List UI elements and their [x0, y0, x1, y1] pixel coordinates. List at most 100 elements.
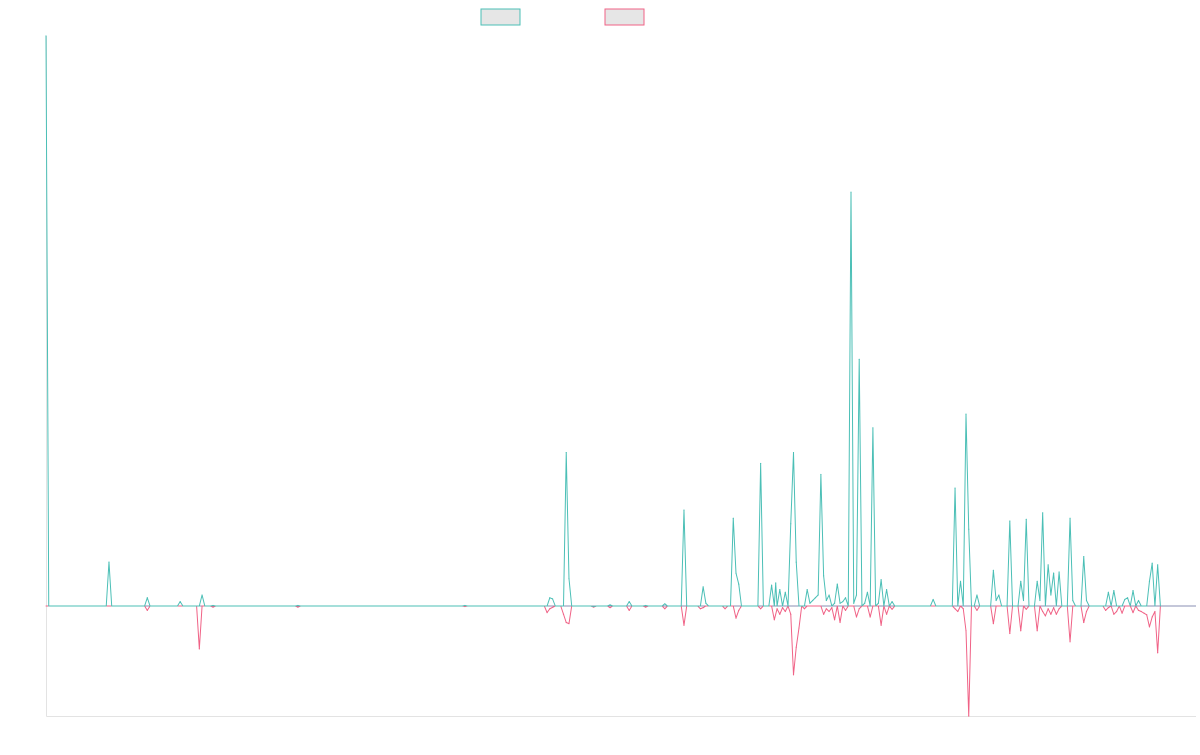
data-point-b[interactable]	[891, 608, 893, 610]
data-point-b[interactable]	[1132, 612, 1134, 614]
data-point-b[interactable]	[562, 613, 565, 615]
data-point-b[interactable]	[664, 608, 666, 610]
data-point-b[interactable]	[568, 623, 570, 625]
data-point-a[interactable]	[823, 575, 825, 577]
data-point-a[interactable]	[683, 509, 685, 511]
data-point-a[interactable]	[795, 561, 797, 563]
data-point-a[interactable]	[1083, 556, 1085, 558]
data-point-b[interactable]	[1053, 607, 1055, 609]
data-point-b[interactable]	[1047, 608, 1049, 610]
data-point-a[interactable]	[792, 451, 795, 454]
data-point-a[interactable]	[551, 598, 554, 600]
data-point-a[interactable]	[872, 427, 874, 429]
data-point-a[interactable]	[771, 584, 773, 586]
data-point-b[interactable]	[1020, 630, 1022, 632]
data-point-a[interactable]	[179, 601, 181, 603]
data-point-a[interactable]	[1148, 580, 1151, 582]
data-point-b[interactable]	[825, 608, 827, 610]
data-point-b[interactable]	[839, 621, 841, 624]
data-point-b[interactable]	[1025, 608, 1027, 610]
data-point-a[interactable]	[1022, 599, 1025, 602]
data-point-a[interactable]	[609, 604, 611, 606]
data-point-a[interactable]	[549, 597, 551, 599]
data-point-a[interactable]	[201, 594, 203, 596]
data-point-b[interactable]	[464, 605, 466, 608]
data-point-b[interactable]	[1107, 607, 1109, 609]
data-point-a[interactable]	[45, 35, 47, 37]
data-point-a[interactable]	[1157, 564, 1159, 566]
data-point-b[interactable]	[1116, 610, 1118, 613]
data-point-a[interactable]	[880, 579, 882, 581]
data-point-a[interactable]	[858, 358, 860, 360]
series-line-b[interactable]	[45, 605, 1161, 717]
data-point-a[interactable]	[1020, 580, 1022, 582]
data-point-b[interactable]	[779, 613, 781, 615]
data-point-b[interactable]	[724, 608, 726, 610]
data-point-a[interactable]	[1050, 594, 1052, 596]
data-point-a[interactable]	[1025, 518, 1027, 521]
data-point-a[interactable]	[820, 473, 822, 476]
data-point-a[interactable]	[806, 588, 808, 591]
data-point-b[interactable]	[628, 609, 630, 612]
data-point-b[interactable]	[792, 674, 795, 676]
data-point-a[interactable]	[735, 572, 737, 574]
data-point-a[interactable]	[814, 597, 817, 599]
data-point-b[interactable]	[297, 606, 299, 608]
data-point-a[interactable]	[784, 591, 786, 593]
data-point-a[interactable]	[833, 602, 836, 604]
data-point-a[interactable]	[828, 594, 830, 596]
data-point-b[interactable]	[1055, 613, 1057, 615]
data-point-b[interactable]	[738, 609, 740, 612]
data-point-b[interactable]	[1151, 616, 1153, 618]
data-point-a[interactable]	[954, 487, 956, 489]
data-point-a[interactable]	[1009, 520, 1011, 522]
data-point-a[interactable]	[1047, 564, 1049, 566]
data-point-b[interactable]	[855, 616, 858, 618]
data-point-b[interactable]	[735, 617, 737, 619]
data-point-a[interactable]	[628, 601, 630, 603]
data-point-b[interactable]	[954, 608, 956, 610]
data-point-b[interactable]	[992, 623, 994, 625]
data-point-a[interactable]	[853, 602, 855, 604]
data-point-a[interactable]	[1132, 590, 1134, 592]
data-point-a[interactable]	[1053, 572, 1055, 574]
data-point-b[interactable]	[880, 624, 882, 626]
data-point-b[interactable]	[1058, 608, 1060, 610]
data-point-b[interactable]	[823, 613, 825, 615]
data-point-a[interactable]	[1042, 512, 1044, 514]
data-point-a[interactable]	[212, 604, 214, 607]
data-point-b[interactable]	[1143, 612, 1145, 614]
data-point-a[interactable]	[965, 413, 967, 415]
data-point-b[interactable]	[828, 610, 830, 613]
data-point-b[interactable]	[1042, 610, 1044, 613]
data-point-b[interactable]	[549, 608, 551, 610]
data-point-a[interactable]	[146, 597, 148, 599]
data-point-b[interactable]	[1121, 612, 1123, 614]
data-point-a[interactable]	[1069, 517, 1071, 519]
data-point-b[interactable]	[198, 648, 200, 650]
data-point-b[interactable]	[795, 646, 797, 648]
data-point-b[interactable]	[1140, 610, 1142, 613]
data-point-a[interactable]	[568, 578, 570, 580]
series-line-a[interactable]	[45, 35, 1161, 608]
data-point-b[interactable]	[869, 616, 871, 618]
data-point-b[interactable]	[645, 606, 647, 608]
data-point-b[interactable]	[702, 607, 704, 609]
data-point-a[interactable]	[932, 598, 934, 601]
data-point-b[interactable]	[1036, 630, 1038, 632]
data-point-b[interactable]	[1044, 615, 1046, 617]
data-point-a[interactable]	[1151, 562, 1153, 564]
data-point-b[interactable]	[1009, 632, 1011, 635]
data-point-b[interactable]	[146, 609, 148, 612]
data-point-a[interactable]	[836, 583, 838, 585]
data-point-b[interactable]	[1069, 641, 1071, 643]
data-point-b[interactable]	[833, 619, 836, 621]
data-point-b[interactable]	[962, 608, 964, 610]
data-point-a[interactable]	[790, 523, 792, 525]
data-point-b[interactable]	[699, 608, 702, 610]
data-point-a[interactable]	[998, 594, 1000, 596]
data-point-b[interactable]	[760, 608, 762, 610]
data-point-a[interactable]	[464, 604, 466, 607]
data-point-a[interactable]	[842, 601, 844, 603]
data-point-a[interactable]	[817, 594, 819, 596]
